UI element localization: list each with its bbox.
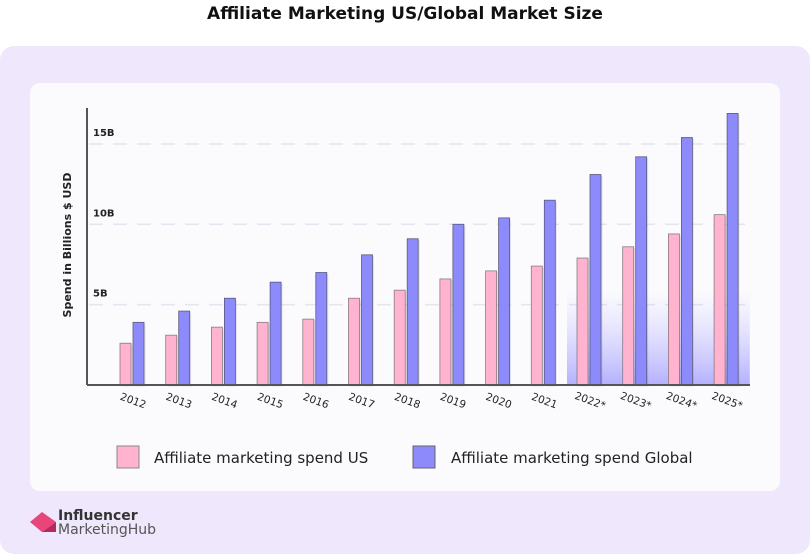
bar-us-2023 (622, 246, 635, 386)
x-tick-label: 2024* (664, 390, 698, 412)
x-tick-label: 2025* (710, 390, 744, 412)
x-tick-label: 2021 (530, 391, 559, 411)
y-axis-label: Spend in Billions $ USD (61, 173, 74, 318)
legend-label-global: Affiliate marketing spend Global (451, 449, 693, 467)
x-tick-label: 2015 (256, 391, 285, 411)
legend: Affiliate marketing spend US Affiliate m… (116, 445, 693, 469)
x-tick-label: 2014 (210, 391, 240, 412)
bar-us-2022 (576, 257, 589, 386)
bar-us-2018 (393, 289, 406, 386)
legend-swatch-global (412, 445, 436, 469)
bar-global-2024 (681, 137, 693, 386)
logo-icon (30, 512, 56, 532)
bar-global-2017 (361, 254, 373, 386)
bar-global-2016 (315, 272, 328, 386)
bar-global-2018 (406, 238, 419, 386)
bar-us-2015 (256, 321, 269, 386)
bar-global-2025 (726, 113, 739, 386)
bar-global-2023 (635, 156, 648, 386)
legend-swatch-us (116, 445, 140, 469)
y-tick-label: 15B (93, 128, 115, 139)
legend-label-us: Affiliate marketing spend US (154, 449, 368, 467)
x-tick-label: 2018 (393, 391, 422, 411)
x-tick-label: 2019 (438, 391, 467, 411)
x-tick-label: 2012 (118, 391, 147, 411)
bar-global-2019 (452, 223, 465, 386)
bar-us-2017 (348, 297, 360, 386)
chart-card (30, 83, 780, 491)
bar-us-2014 (210, 326, 223, 386)
bar-us-2025 (713, 214, 726, 386)
x-tick-label: 2013 (164, 391, 193, 411)
bar-global-2015 (269, 281, 282, 386)
x-tick-label: 2017 (347, 391, 376, 411)
y-tick-label: 10B (93, 208, 115, 219)
bar-us-2016 (302, 318, 315, 386)
logo-text-1: Influencer (58, 508, 138, 524)
x-tick-label: 2022* (573, 390, 607, 412)
bar-us-2013 (165, 334, 178, 386)
bar-global-2021 (543, 199, 556, 386)
y-tick-label: 5B (93, 289, 108, 300)
x-tick-label: 2023* (619, 390, 653, 412)
bar-us-2020 (485, 270, 498, 386)
bar-global-2014 (223, 297, 236, 386)
bar-global-2013 (178, 310, 191, 386)
bar-global-2020 (498, 217, 511, 386)
chart-title: Affiliate Marketing US/Global Market Siz… (207, 4, 603, 24)
x-tick-label: 2020 (484, 391, 513, 411)
bar-us-2021 (530, 265, 543, 386)
bar-global-2012 (132, 321, 145, 386)
bar-us-2012 (119, 342, 132, 386)
bar-global-2022 (589, 174, 602, 386)
logo-text-2: MarketingHub (58, 522, 157, 538)
bar-us-2024 (668, 233, 680, 386)
x-tick-label: 2016 (301, 391, 331, 412)
bar-us-2019 (439, 278, 452, 386)
